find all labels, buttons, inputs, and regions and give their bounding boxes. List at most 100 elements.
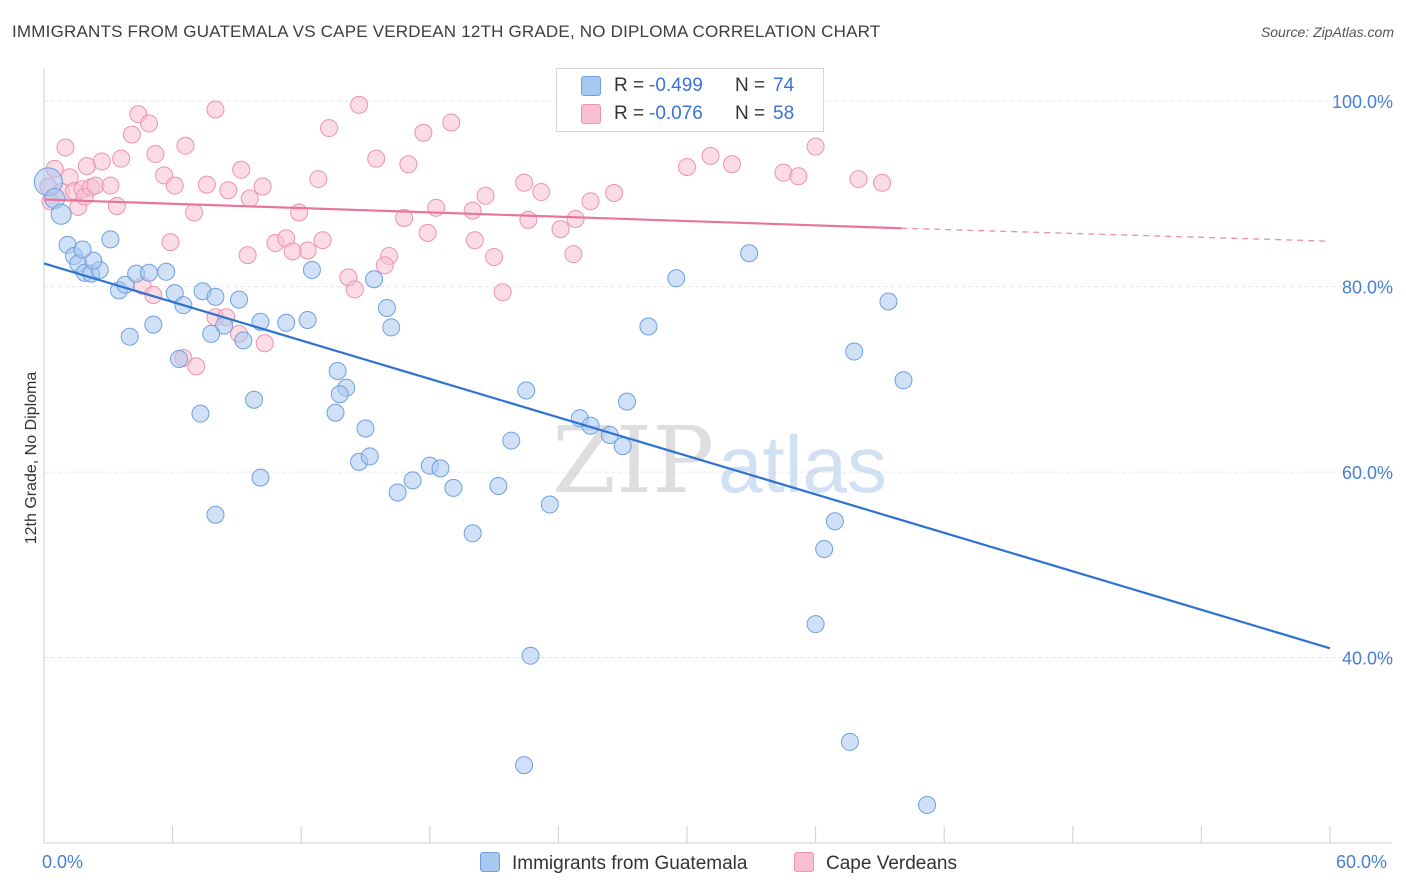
data-point-cape-verdeans [298, 241, 317, 260]
legend-item-cape-verdeans: Cape Verdeans [794, 852, 957, 876]
data-point-guatemala [489, 477, 508, 495]
correlation-legend: R = -0.499 N = 74 R = -0.076 N = 58 [556, 68, 824, 132]
watermark-atlas: atlas [718, 420, 887, 509]
source-label: Source: ZipAtlas.com [1260, 24, 1394, 40]
data-point-guatemala [517, 381, 536, 400]
y-tick-label: 100.0% [1332, 92, 1393, 112]
data-point-guatemala [206, 505, 225, 524]
data-point-guatemala [84, 251, 103, 270]
data-point-cape-verdeans [350, 95, 369, 114]
data-point-guatemala [444, 478, 463, 497]
data-point-guatemala [120, 327, 139, 346]
data-point-cape-verdeans [564, 245, 583, 264]
y-axis-label: 12th Grade, No Diploma [23, 372, 40, 545]
data-point-guatemala [230, 290, 249, 309]
trend-lines [43, 198, 1331, 650]
data-point-cape-verdeans [532, 183, 551, 202]
data-point-cape-verdeans [566, 209, 585, 228]
data-point-cape-verdeans [551, 220, 570, 239]
data-point-guatemala [140, 263, 159, 282]
data-point-guatemala [502, 431, 521, 450]
data-point-guatemala [277, 313, 296, 332]
data-point-cape-verdeans [493, 283, 512, 302]
data-point-guatemala [806, 615, 825, 634]
data-point-cape-verdeans [176, 136, 195, 155]
legend-r-value: -0.076 [649, 103, 703, 124]
data-point-cape-verdeans [345, 280, 364, 299]
data-point-guatemala [521, 646, 540, 665]
legend-item-guatemala: Immigrants from Guatemala [480, 852, 747, 876]
data-point-cape-verdeans [320, 119, 339, 138]
legend-n-label: N = [735, 103, 766, 124]
gridlines [44, 100, 1392, 659]
data-point-cape-verdeans [290, 203, 309, 222]
data-point-guatemala [360, 447, 379, 466]
data-point-cape-verdeans [140, 114, 159, 133]
data-point-cape-verdeans [92, 152, 111, 171]
data-point-cape-verdeans [789, 167, 808, 186]
legend-n-value: 58 [773, 103, 795, 124]
data-point-guatemala [73, 240, 92, 259]
data-point-guatemala [613, 437, 632, 456]
data-point-cape-verdeans [240, 189, 259, 208]
data-point-guatemala [463, 524, 482, 543]
data-point-guatemala [365, 270, 384, 289]
data-point-cape-verdeans [165, 176, 184, 195]
data-point-guatemala [144, 315, 163, 334]
data-point-cape-verdeans [849, 170, 868, 189]
data-point-guatemala [894, 371, 913, 390]
data-point-cape-verdeans [605, 183, 624, 202]
data-point-cape-verdeans [107, 196, 126, 215]
data-point-cape-verdeans [255, 334, 274, 353]
data-point-guatemala [667, 269, 686, 288]
data-point-cape-verdeans [146, 145, 165, 164]
data-point-guatemala [330, 385, 349, 404]
data-point-cape-verdeans [313, 231, 332, 250]
legend-label-cape-verdeans: Cape Verdeans [826, 853, 957, 874]
data-point-guatemala [382, 318, 401, 337]
data-point-cape-verdeans [395, 209, 414, 228]
guatemala-points [33, 167, 937, 814]
data-point-guatemala [302, 260, 321, 279]
legend-r-label: R = [614, 103, 645, 124]
data-point-cape-verdeans [144, 285, 163, 304]
data-point-cape-verdeans [465, 231, 484, 250]
data-point-cape-verdeans [774, 163, 793, 182]
data-point-cape-verdeans [101, 176, 120, 195]
data-point-guatemala [245, 390, 264, 409]
data-point-cape-verdeans [283, 242, 302, 261]
legend-n-label: N = [735, 75, 766, 96]
y-tick-label: 60.0% [1342, 463, 1393, 483]
data-point-guatemala [918, 795, 937, 814]
trend-line-guatemala [43, 262, 1331, 650]
legend-swatch-pink [794, 852, 814, 872]
data-point-cape-verdeans [463, 201, 482, 220]
cape-verdeans-points [39, 95, 892, 376]
data-point-guatemala [515, 756, 534, 775]
trend-line-cape-verdeans [43, 198, 902, 230]
data-point-guatemala [403, 471, 422, 490]
data-point-cape-verdeans [873, 173, 892, 192]
data-point-guatemala [825, 512, 844, 531]
data-point-cape-verdeans [253, 177, 272, 196]
data-point-guatemala [101, 230, 120, 249]
data-point-guatemala [740, 244, 759, 263]
data-point-guatemala [328, 362, 347, 381]
data-point-cape-verdeans [418, 223, 437, 242]
series-legend: Immigrants from Guatemala Cape Verdeans [0, 852, 1406, 880]
data-point-cape-verdeans [581, 192, 600, 211]
data-point-cape-verdeans [309, 170, 328, 189]
data-point-guatemala [431, 459, 450, 478]
data-point-guatemala [326, 403, 345, 422]
data-point-cape-verdeans [515, 173, 534, 192]
data-point-guatemala [840, 732, 859, 751]
data-point-guatemala [202, 324, 221, 343]
data-point-cape-verdeans [206, 100, 225, 119]
legend-r-value: -0.499 [649, 75, 703, 96]
data-point-guatemala [879, 292, 898, 311]
data-point-cape-verdeans [701, 146, 720, 165]
data-point-cape-verdeans [232, 160, 251, 179]
data-point-guatemala [540, 495, 559, 514]
x-tick-label-max: 60.0% [1336, 852, 1388, 872]
